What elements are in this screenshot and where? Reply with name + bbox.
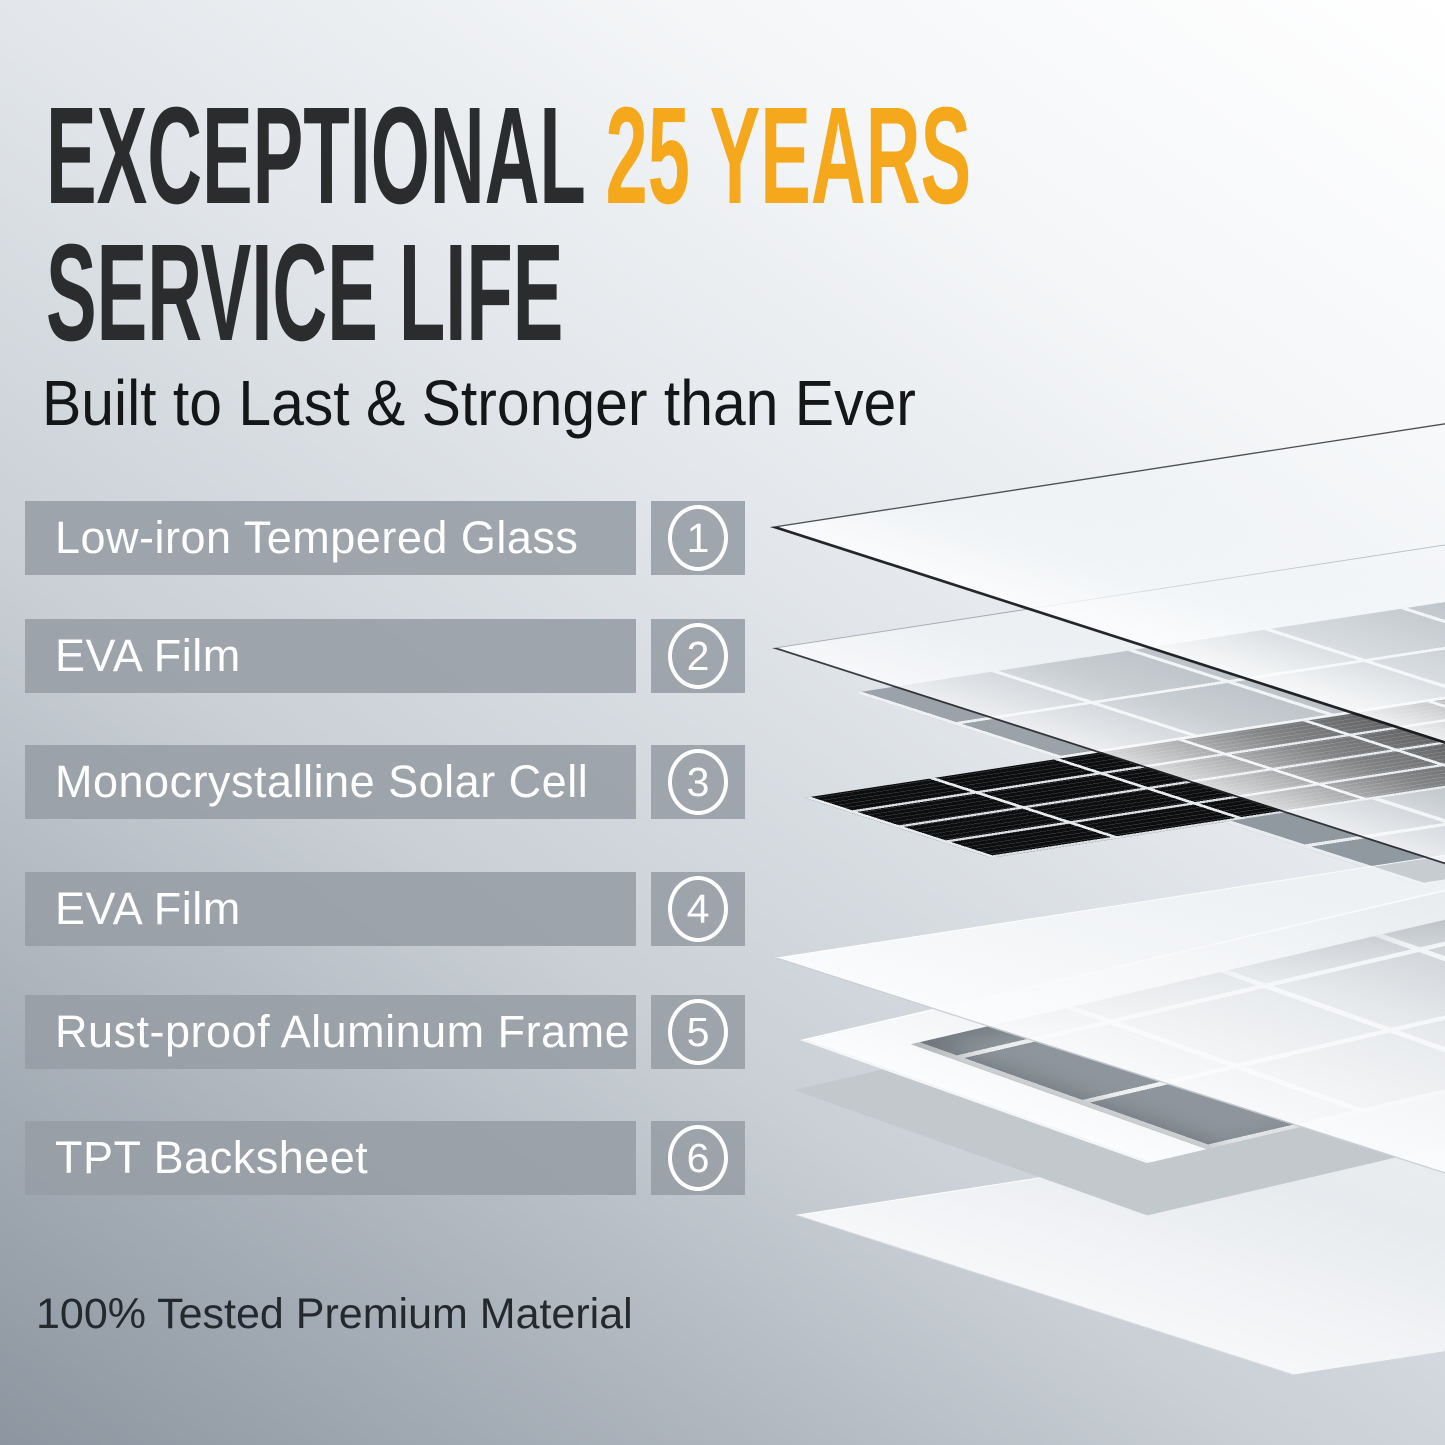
page-title: EXCEPTIONAL 25 YEARS SERVICE LIFE xyxy=(46,87,971,362)
layer-label-bar: Monocrystalline Solar Cell xyxy=(25,745,636,819)
layer-number: 5 xyxy=(686,1008,710,1055)
subtitle: Built to Last & Stronger than Ever xyxy=(42,367,916,439)
layer-number: 6 xyxy=(686,1134,710,1181)
circled-number-icon: 3 xyxy=(668,749,728,815)
layer-number: 2 xyxy=(686,632,710,679)
title-line2: SERVICE LIFE xyxy=(46,215,564,370)
title-dark-part: EXCEPTIONAL xyxy=(46,79,606,233)
layer-label: TPT Backsheet xyxy=(55,1132,369,1183)
layer-label-bar: EVA Film xyxy=(25,872,636,946)
layer-number-box: 2 xyxy=(651,619,745,693)
circled-number-icon: 1 xyxy=(668,505,728,571)
layer-number: 3 xyxy=(686,758,710,805)
layer-label: Monocrystalline Solar Cell xyxy=(55,756,589,807)
layer-row-4: EVA Film 4 xyxy=(25,872,745,946)
layer-label-bar: Rust-proof Aluminum Frame xyxy=(25,995,636,1069)
layer-label: EVA Film xyxy=(55,630,241,681)
layer-row-5: Rust-proof Aluminum Frame 5 xyxy=(25,995,745,1069)
layer-row-2: EVA Film 2 xyxy=(25,619,745,693)
layer-row-3: Monocrystalline Solar Cell 3 xyxy=(25,745,745,819)
circled-number-icon: 5 xyxy=(668,999,728,1065)
layer-label-bar: TPT Backsheet xyxy=(25,1121,636,1195)
circled-number-icon: 6 xyxy=(668,1125,728,1191)
layer-number: 1 xyxy=(686,514,710,561)
layer-label-bar: Low-iron Tempered Glass xyxy=(25,501,636,575)
layer-number-box: 6 xyxy=(651,1121,745,1195)
layer-label-bar: EVA Film xyxy=(25,619,636,693)
title-accent-part: 25 YEARS xyxy=(605,79,972,233)
layer-row-1: Low-iron Tempered Glass 1 xyxy=(25,501,745,575)
layer-label: EVA Film xyxy=(55,883,241,934)
circled-number-icon: 2 xyxy=(668,623,728,689)
layer-number-box: 1 xyxy=(651,501,745,575)
layer-number: 4 xyxy=(686,885,710,932)
layer-number-box: 4 xyxy=(651,872,745,946)
footer-claim: 100% Tested Premium Material xyxy=(36,1290,633,1338)
layer-number-box: 3 xyxy=(651,745,745,819)
layer-label: Rust-proof Aluminum Frame xyxy=(55,1006,631,1057)
layer-row-6: TPT Backsheet 6 xyxy=(25,1121,745,1195)
layer-label: Low-iron Tempered Glass xyxy=(55,512,579,563)
layer-number-box: 5 xyxy=(651,995,745,1069)
circled-number-icon: 4 xyxy=(668,876,728,942)
